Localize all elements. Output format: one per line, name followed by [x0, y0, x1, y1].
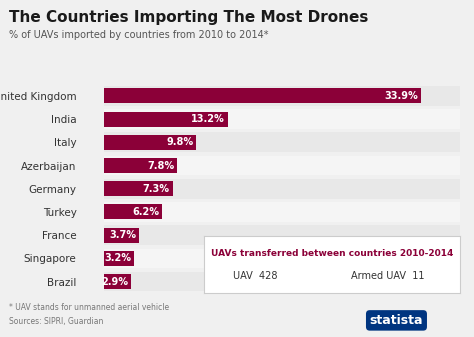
Bar [104, 204, 162, 219]
Text: 6.2%: 6.2% [132, 207, 159, 217]
Bar [104, 251, 134, 266]
Text: 7.3%: 7.3% [143, 184, 170, 194]
Text: Sources: SIPRI, Guardian: Sources: SIPRI, Guardian [9, 317, 104, 326]
Text: % of UAVs imported by countries from 2010 to 2014*: % of UAVs imported by countries from 201… [9, 30, 269, 40]
Text: 33.9%: 33.9% [385, 91, 419, 101]
Text: UAVs transferred between countries 2010-2014: UAVs transferred between countries 2010-… [210, 248, 453, 257]
Text: 3.2%: 3.2% [104, 253, 131, 264]
Text: Armed UAV  11: Armed UAV 11 [351, 271, 425, 281]
Bar [104, 86, 460, 106]
Bar [104, 225, 460, 245]
Text: 13.2%: 13.2% [191, 114, 225, 124]
Bar [104, 112, 228, 127]
Bar [104, 158, 177, 173]
Bar [104, 181, 173, 196]
Bar [104, 227, 139, 243]
Text: 9.8%: 9.8% [166, 137, 193, 147]
Bar [104, 272, 460, 292]
Text: 7.8%: 7.8% [147, 160, 174, 171]
Text: UAV  428: UAV 428 [233, 271, 277, 281]
Text: statista: statista [370, 314, 423, 327]
Bar [104, 88, 421, 103]
Text: 2.9%: 2.9% [101, 277, 128, 286]
Bar [104, 132, 460, 152]
Bar [104, 109, 460, 129]
Bar [104, 156, 460, 175]
Bar [104, 202, 460, 222]
Bar [104, 179, 460, 198]
Text: * UAV stands for unmanned aerial vehicle: * UAV stands for unmanned aerial vehicle [9, 303, 170, 312]
Bar [104, 248, 460, 268]
Text: 3.7%: 3.7% [109, 230, 136, 240]
Text: The Countries Importing The Most Drones: The Countries Importing The Most Drones [9, 10, 369, 25]
Bar [104, 274, 131, 289]
Bar [104, 135, 196, 150]
